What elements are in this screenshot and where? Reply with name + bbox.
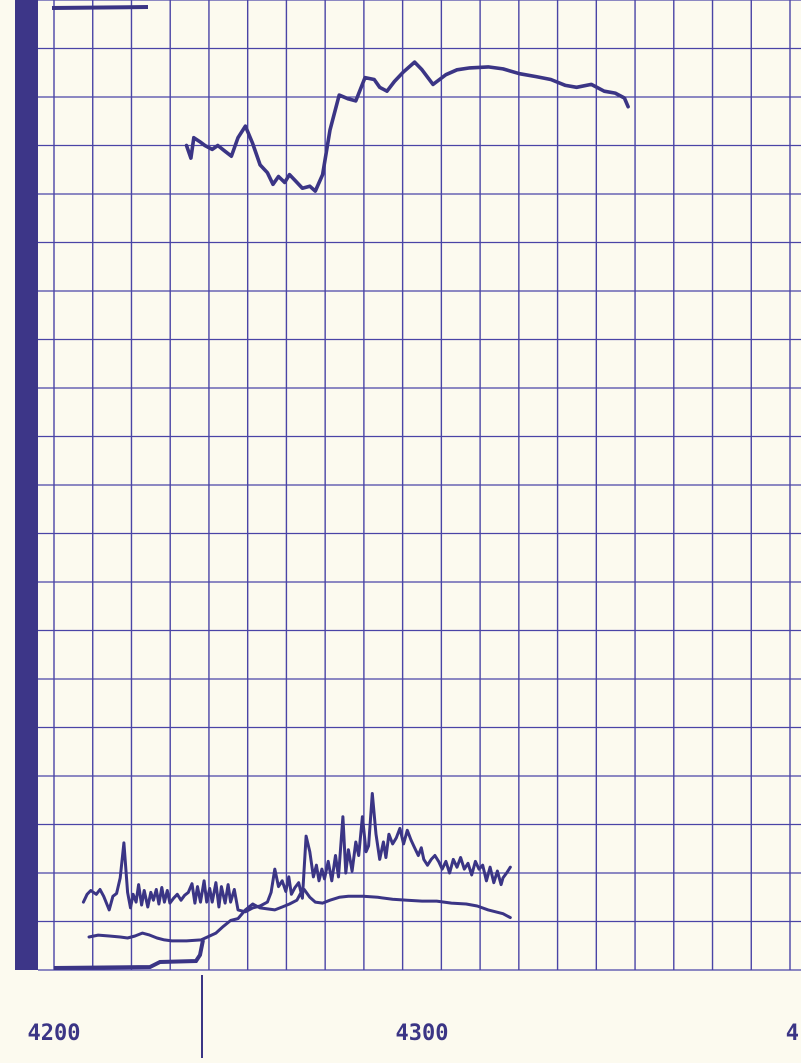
paper-edge-strip (15, 0, 38, 970)
x-tick-label: 4300 (396, 1021, 449, 1046)
top-left-pen-trace (52, 7, 148, 8)
x-tick-label: 4 (786, 1021, 799, 1046)
horizontal-gridlines (38, 0, 801, 970)
x-tick-label: 4200 (28, 1021, 81, 1046)
